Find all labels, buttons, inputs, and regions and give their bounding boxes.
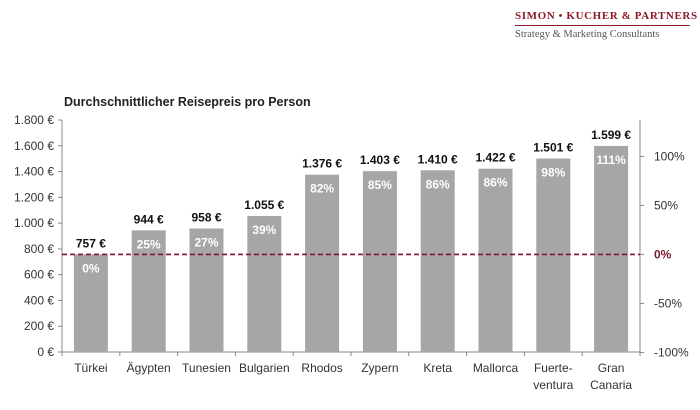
brand-name: SIMON • KUCHER & PARTNERS xyxy=(515,10,698,22)
value-label: 1.376 € xyxy=(302,157,342,171)
bar xyxy=(305,174,340,352)
bar xyxy=(420,170,455,352)
percent-label: 111% xyxy=(596,153,626,167)
y2-tick-label: 50% xyxy=(654,198,678,212)
category-label: Rhodos xyxy=(301,361,342,375)
category-label: Tunesien xyxy=(182,361,231,375)
percent-label: 0% xyxy=(82,261,100,275)
y-tick-label: 1.200 € xyxy=(14,190,54,204)
value-label: 944 € xyxy=(134,212,164,226)
bar xyxy=(478,168,513,352)
y-tick-label: 400 € xyxy=(24,293,54,307)
category-label: Canaria xyxy=(590,378,632,392)
y2-tick-label: 100% xyxy=(654,149,685,163)
y-tick-label: 1.600 € xyxy=(14,139,54,153)
bar xyxy=(594,145,629,352)
percent-label: 86% xyxy=(426,177,450,191)
percent-label: 82% xyxy=(310,182,334,196)
category-label: Ägypten xyxy=(127,361,171,375)
category-label: ventura xyxy=(533,378,573,392)
y-tick-label: 200 € xyxy=(24,319,54,333)
bar xyxy=(73,254,108,352)
category-label: Zypern xyxy=(361,361,398,375)
percent-label: 86% xyxy=(483,176,507,190)
category-label: Gran xyxy=(598,361,625,375)
value-label: 1.599 € xyxy=(591,128,631,142)
percent-label: 85% xyxy=(368,178,392,192)
bar xyxy=(131,230,166,352)
category-label: Bulgarien xyxy=(239,361,290,375)
chart-title: Durchschnittlicher Reisepreis pro Person xyxy=(64,95,311,109)
y-tick-label: 0 € xyxy=(37,345,54,359)
y-tick-label: 1.800 € xyxy=(14,113,54,127)
category-label: Fuerte- xyxy=(534,361,573,375)
bar xyxy=(536,158,571,352)
value-label: 757 € xyxy=(76,236,106,250)
brand-tagline: Strategy & Marketing Consultants xyxy=(515,29,660,40)
percent-label: 27% xyxy=(194,236,218,250)
bar xyxy=(189,228,224,352)
chart-bars xyxy=(73,145,629,352)
value-label: 1.501 € xyxy=(533,141,573,155)
value-label: 958 € xyxy=(191,211,221,225)
y2-tick-label: -100% xyxy=(654,345,689,359)
y-tick-label: 1.000 € xyxy=(14,216,54,230)
category-label: Kreta xyxy=(423,361,452,375)
value-label: 1.403 € xyxy=(360,153,400,167)
chart-labels: 757 € 0% Türkei 944 € 25% Ägypten 958 € 27% Tune… xyxy=(62,128,640,392)
bar xyxy=(362,171,397,352)
reference-zero-label: 0% xyxy=(654,247,672,261)
value-label: 1.410 € xyxy=(418,152,458,166)
category-label: Türkei xyxy=(74,361,107,375)
value-label: 1.055 € xyxy=(244,198,284,212)
y-tick-label: 600 € xyxy=(24,268,54,282)
percent-label: 39% xyxy=(252,223,276,237)
y2-tick-label: -50% xyxy=(654,296,682,310)
brand-block: SIMON • KUCHER & PARTNERS Strategy & Mar… xyxy=(515,10,698,40)
chart-axes: 0 € 200 € 400 € 600 € 800 € 1.000 € 1.200 € 1.4… xyxy=(14,113,689,359)
y-tick-label: 1.400 € xyxy=(14,165,54,179)
value-label: 1.422 € xyxy=(475,151,515,165)
category-label: Mallorca xyxy=(473,361,519,375)
percent-label: 25% xyxy=(137,237,161,251)
y-tick-label: 800 € xyxy=(24,242,54,256)
percent-label: 98% xyxy=(541,166,565,180)
brand-divider xyxy=(515,25,690,26)
bar xyxy=(247,216,282,352)
